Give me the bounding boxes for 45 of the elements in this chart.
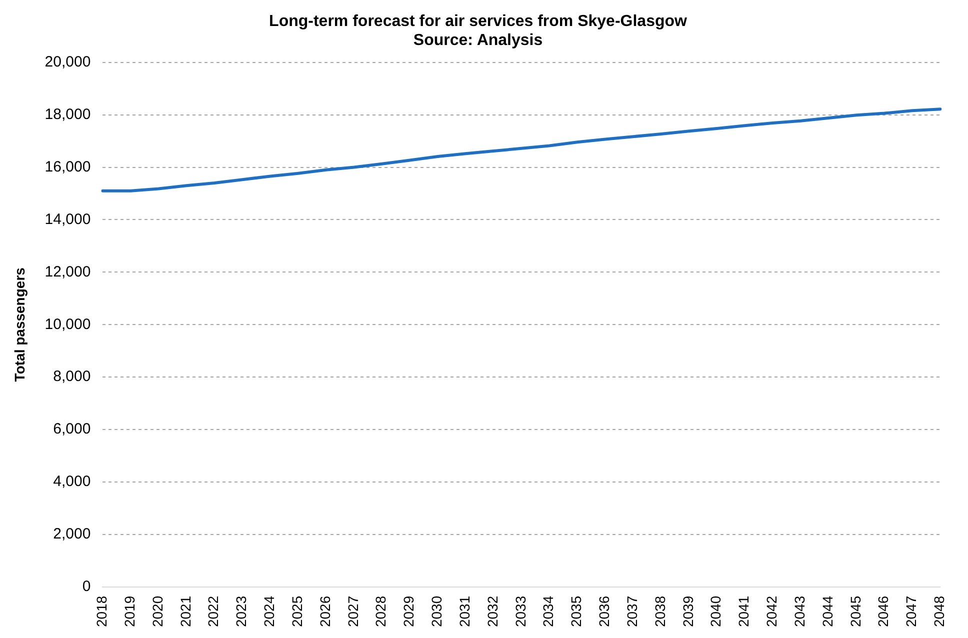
x-tick-label: 2045 [847, 596, 864, 628]
y-tick-label: 16,000 [44, 158, 91, 176]
x-tick-label: 2028 [372, 596, 389, 628]
x-tick-label: 2041 [736, 596, 752, 628]
x-tick-label: 2031 [456, 596, 472, 628]
x-tick-label: 2029 [400, 596, 417, 628]
x-tick-label: 2025 [288, 596, 305, 628]
x-tick-label: 2024 [261, 596, 278, 628]
x-tick-label: 2038 [652, 596, 668, 628]
x-tick-label: 2036 [596, 596, 612, 628]
x-tick-label: 2046 [875, 596, 892, 628]
y-tick-label: 10,000 [44, 316, 91, 333]
y-tick-label: 20,000 [44, 54, 91, 71]
y-tick-label: 4,000 [53, 473, 91, 490]
x-tick-label: 2039 [680, 596, 696, 628]
x-tick-label: 2034 [540, 596, 556, 628]
y-tick-label: 6,000 [53, 420, 91, 438]
x-tick-label: 2033 [512, 596, 528, 628]
y-tick-label: 18,000 [44, 106, 91, 123]
x-tick-label: 2030 [428, 596, 445, 628]
y-tick-label: 12,000 [44, 263, 91, 280]
x-tick-label: 2026 [316, 596, 333, 628]
y-axis-title: Total passengers [11, 267, 28, 382]
y-tick-label: 0 [82, 578, 91, 595]
x-tick-label: 2023 [233, 596, 250, 628]
x-tick-label: 2032 [484, 596, 500, 628]
x-tick-label: 2020 [149, 596, 166, 628]
x-tick-label: 2037 [624, 596, 640, 628]
x-tick-label: 2047 [903, 596, 920, 628]
x-tick-label: 2044 [819, 596, 836, 628]
x-tick-label: 2022 [205, 596, 222, 628]
x-tick-label: 2021 [177, 596, 194, 628]
y-tick-label: 14,000 [44, 210, 91, 228]
x-tick-label: 2040 [708, 596, 724, 628]
x-tick-label: 2035 [568, 596, 584, 628]
chart-subtitle: Source: Analysis [413, 32, 543, 50]
x-tick-label: 2019 [121, 596, 138, 628]
x-tick-label: 2027 [344, 596, 361, 628]
x-tick-label: 2048 [931, 596, 948, 628]
y-tick-label: 8,000 [53, 368, 91, 386]
chart-title: Long-term forecast for air services from Skye-Glasgow [269, 13, 688, 30]
x-tick-label: 2018 [94, 596, 110, 628]
x-tick-label: 2042 [764, 596, 780, 628]
y-tick-label: 2,000 [53, 526, 91, 543]
x-tick-label: 2043 [791, 596, 808, 628]
